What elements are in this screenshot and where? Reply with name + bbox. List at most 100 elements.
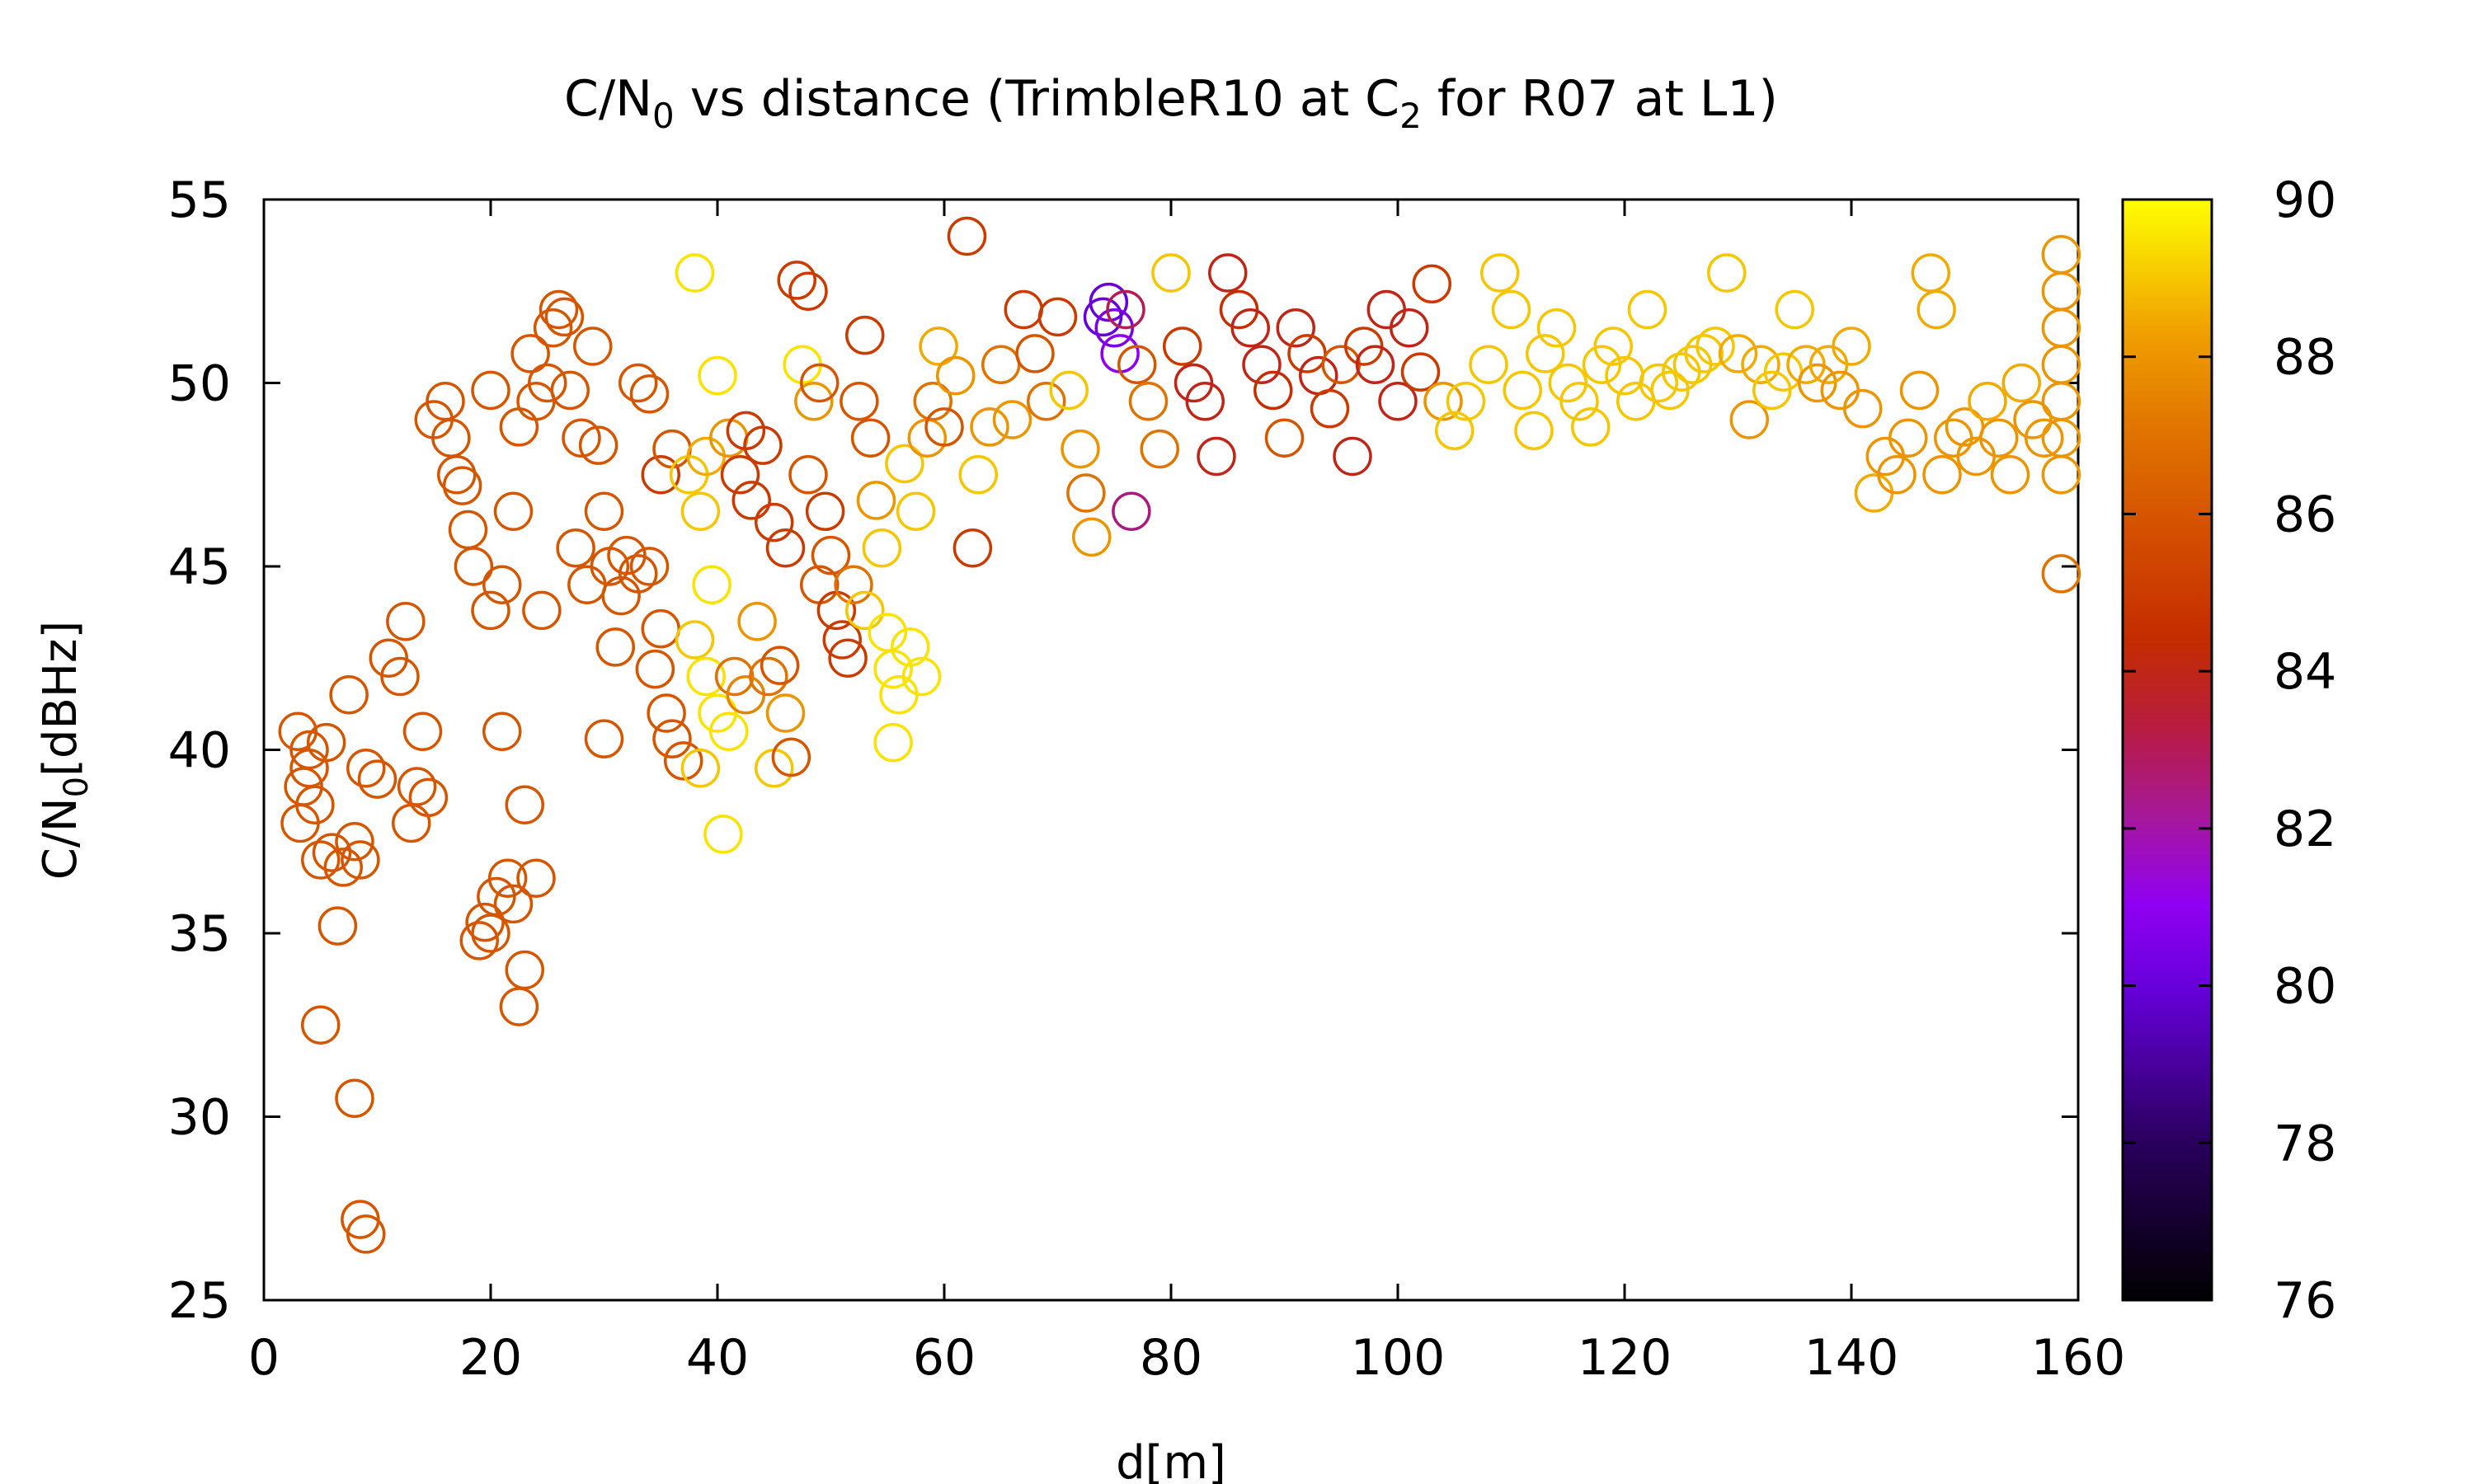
data-point [1412, 264, 1451, 304]
y-axis-title: C/N0[dBHz] [34, 621, 96, 880]
data-point [408, 777, 449, 818]
data-point [1899, 370, 1940, 411]
data-point [335, 822, 374, 862]
data-point [992, 400, 1032, 439]
data-point [1264, 418, 1305, 458]
data-point [573, 326, 613, 366]
data-point [312, 833, 352, 872]
data-point [1366, 289, 1406, 330]
data-point [720, 455, 760, 495]
data-point [392, 803, 431, 843]
data-point [1593, 326, 1633, 366]
data-point [1832, 326, 1871, 366]
colorbar-ticks: 76 78 80 82 84 86 88 90 [2123, 171, 2336, 1330]
data-point [402, 711, 443, 751]
y-tick-label: 30 [168, 1089, 231, 1147]
data-point [618, 363, 658, 403]
data-point [1106, 289, 1145, 330]
data-point [850, 418, 891, 458]
data-point [1917, 289, 1956, 330]
data-point [1684, 334, 1724, 373]
data-point [471, 370, 510, 411]
chart-title: C/N0 vs distance (TrimbleR10 at C2 for R… [564, 70, 1778, 136]
data-point [1299, 355, 1338, 396]
data-point [323, 848, 363, 887]
data-point [1922, 455, 1962, 495]
data-point [680, 491, 721, 531]
data-point [1027, 382, 1066, 421]
data-point [499, 987, 539, 1026]
data-point [873, 722, 913, 763]
scatter-points [278, 216, 2081, 1254]
data-point [840, 382, 879, 421]
data-point [1877, 455, 1917, 495]
data-point [1639, 363, 1678, 403]
data-point [482, 565, 522, 604]
data-point [1400, 352, 1441, 392]
data-point [2025, 418, 2064, 458]
data-point [862, 528, 902, 568]
data-point [1491, 289, 1531, 330]
x-tick-label: 140 [1804, 1329, 1899, 1387]
data-point [386, 602, 426, 641]
data-point [1854, 473, 1894, 513]
colorbar-tick-label: 84 [2274, 643, 2336, 701]
data-point [680, 749, 721, 788]
data-point [1049, 370, 1089, 411]
data-point [1990, 455, 2030, 495]
data-point [765, 693, 806, 733]
data-point [522, 590, 562, 631]
data-point [1333, 436, 1372, 477]
data-point [1140, 429, 1179, 469]
data-point [936, 355, 976, 396]
data-point [1072, 517, 1112, 557]
data-point [595, 627, 635, 667]
x-axis-title: d[m] [1116, 1436, 1226, 1484]
data-point [800, 363, 840, 403]
data-point [1934, 418, 1973, 458]
colorbar-tick-label: 76 [2274, 1272, 2336, 1330]
x-tick-label: 120 [1578, 1329, 1672, 1387]
y-tick-label: 55 [168, 171, 231, 229]
data-point [1480, 253, 1520, 293]
x-tick-label: 60 [913, 1329, 976, 1387]
data-point [1469, 345, 1508, 384]
data-point [765, 528, 806, 568]
data-point [1355, 345, 1395, 384]
data-point [760, 646, 800, 685]
data-point [805, 491, 845, 531]
data-point [1117, 345, 1157, 384]
data-point [289, 749, 329, 788]
plot-frame [262, 198, 2080, 1302]
data-point [1627, 289, 1667, 330]
data-point [2041, 308, 2081, 348]
colorbar-tick-label: 82 [2274, 801, 2336, 858]
data-point [1230, 308, 1270, 348]
data-point [505, 785, 544, 824]
x-tick-label: 100 [1351, 1329, 1446, 1387]
data-point [958, 455, 998, 495]
data-point [556, 528, 595, 568]
data-point [1843, 388, 1883, 429]
colorbar-tick-label: 90 [2274, 171, 2336, 229]
data-point [280, 803, 320, 843]
data-point [567, 565, 607, 604]
data-point [1066, 473, 1106, 513]
data-point [834, 565, 873, 604]
data-point [1197, 436, 1236, 477]
data-point [913, 382, 952, 421]
data-point [845, 315, 885, 355]
data-point [1208, 253, 1248, 293]
colorbar-tick-label: 78 [2274, 1115, 2336, 1172]
y-tick-label: 35 [168, 905, 231, 963]
data-point [1979, 418, 2019, 458]
data-point [584, 719, 624, 758]
data-point [1435, 411, 1475, 451]
data-point [1004, 289, 1043, 330]
data-point [1968, 382, 2007, 421]
colorbar-tick-label: 88 [2274, 329, 2336, 387]
data-point [771, 737, 811, 777]
data-point [788, 271, 828, 311]
x-tick-label: 0 [248, 1329, 280, 1387]
